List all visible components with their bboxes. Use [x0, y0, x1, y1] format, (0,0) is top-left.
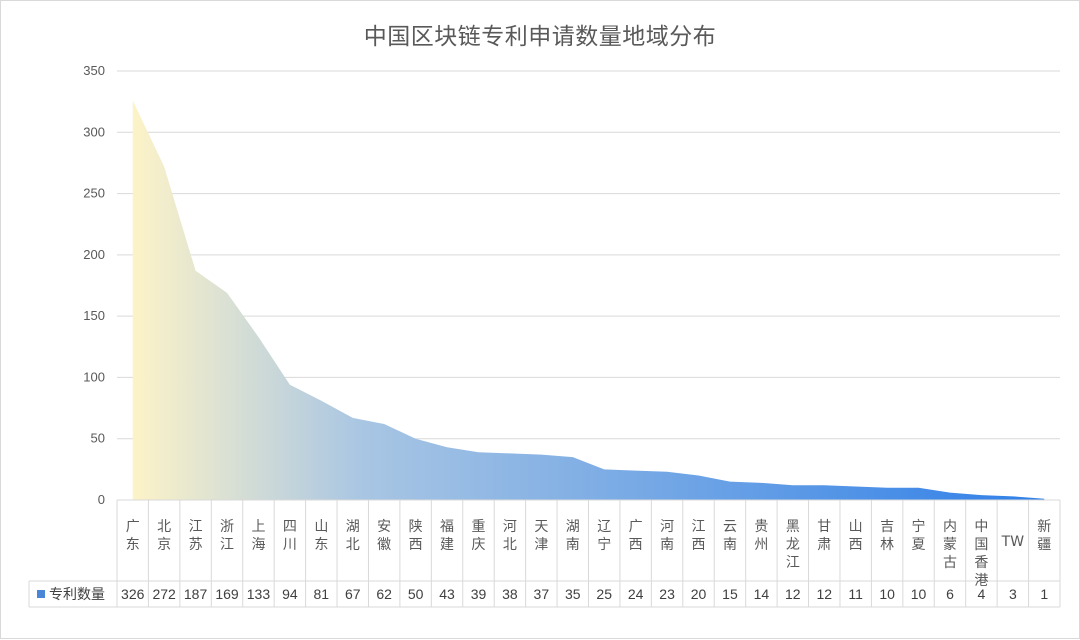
category-label: 江苏: [189, 519, 203, 553]
category-label: 四川: [283, 519, 297, 553]
value-label: 169: [215, 586, 239, 602]
y-tick-label: 300: [83, 124, 105, 139]
value-label: 62: [376, 586, 392, 602]
value-label: 23: [659, 586, 675, 602]
y-tick-label: 100: [83, 369, 105, 384]
value-label: 81: [314, 586, 330, 602]
category-label: 吉林: [880, 519, 894, 553]
value-label: 272: [152, 586, 176, 602]
value-label: 14: [754, 586, 770, 602]
category-label: 广西: [629, 519, 643, 553]
category-label: TW: [1001, 534, 1025, 550]
value-label: 94: [282, 586, 298, 602]
y-tick-label: 350: [83, 63, 105, 78]
category-label: 辽宁: [597, 519, 611, 553]
legend-key: [37, 590, 45, 598]
category-label: 甘肃: [817, 519, 831, 553]
y-tick-label: 200: [83, 247, 105, 262]
category-label: 宁夏: [912, 518, 926, 553]
category-label: 广东: [126, 519, 140, 553]
value-label: 20: [691, 586, 707, 602]
value-label: 4: [978, 586, 986, 602]
value-label: 326: [121, 586, 145, 602]
category-label: 山东: [314, 519, 328, 553]
category-label: 山西: [849, 519, 863, 553]
value-label: 1: [1040, 586, 1048, 602]
value-label: 10: [879, 586, 895, 602]
value-label: 37: [534, 586, 550, 602]
category-label: 上海: [251, 519, 265, 553]
category-label: 黑龙江: [786, 519, 800, 571]
category-label: 河南: [660, 519, 674, 553]
value-label: 187: [184, 586, 208, 602]
category-label: 重庆: [471, 519, 485, 553]
value-label: 12: [816, 586, 832, 602]
category-label: 福建: [440, 519, 454, 553]
category-label: 湖北: [346, 519, 360, 553]
value-label: 11: [848, 586, 863, 602]
legend-label: 专利数量: [49, 587, 105, 603]
category-label: 陕西: [409, 519, 423, 553]
category-label: 贵州: [754, 519, 768, 553]
value-label: 67: [345, 586, 361, 602]
category-label: 浙江: [220, 519, 234, 553]
category-label: 云南: [723, 519, 737, 553]
value-label: 50: [408, 586, 424, 602]
category-label: 中国香港: [974, 519, 988, 589]
chart-title: 中国区块链专利申请数量地域分布: [363, 24, 717, 50]
category-label: 湖南: [566, 519, 580, 553]
category-label: 新疆: [1037, 519, 1051, 553]
category-label: 安徽: [377, 519, 391, 553]
category-label: 江西: [692, 519, 706, 553]
value-label: 12: [785, 586, 801, 602]
value-label: 15: [722, 586, 738, 602]
y-tick-label: 0: [98, 492, 105, 507]
value-label: 3: [1009, 586, 1017, 602]
value-label: 39: [471, 586, 487, 602]
y-tick-label: 150: [83, 308, 105, 323]
value-label: 10: [911, 586, 927, 602]
value-label: 25: [596, 586, 612, 602]
value-label: 133: [247, 586, 271, 602]
value-label: 24: [628, 586, 644, 602]
category-label: 北京: [157, 519, 171, 553]
value-label: 35: [565, 586, 581, 602]
value-label: 43: [439, 586, 455, 602]
category-label: 内蒙古: [943, 519, 957, 571]
area-series: [132, 100, 1045, 500]
category-label: 天津: [534, 519, 548, 553]
value-label: 38: [502, 586, 518, 602]
category-label: 河北: [503, 519, 517, 553]
y-tick-label: 50: [91, 431, 105, 446]
y-tick-label: 250: [83, 186, 105, 201]
value-label: 6: [946, 586, 954, 602]
